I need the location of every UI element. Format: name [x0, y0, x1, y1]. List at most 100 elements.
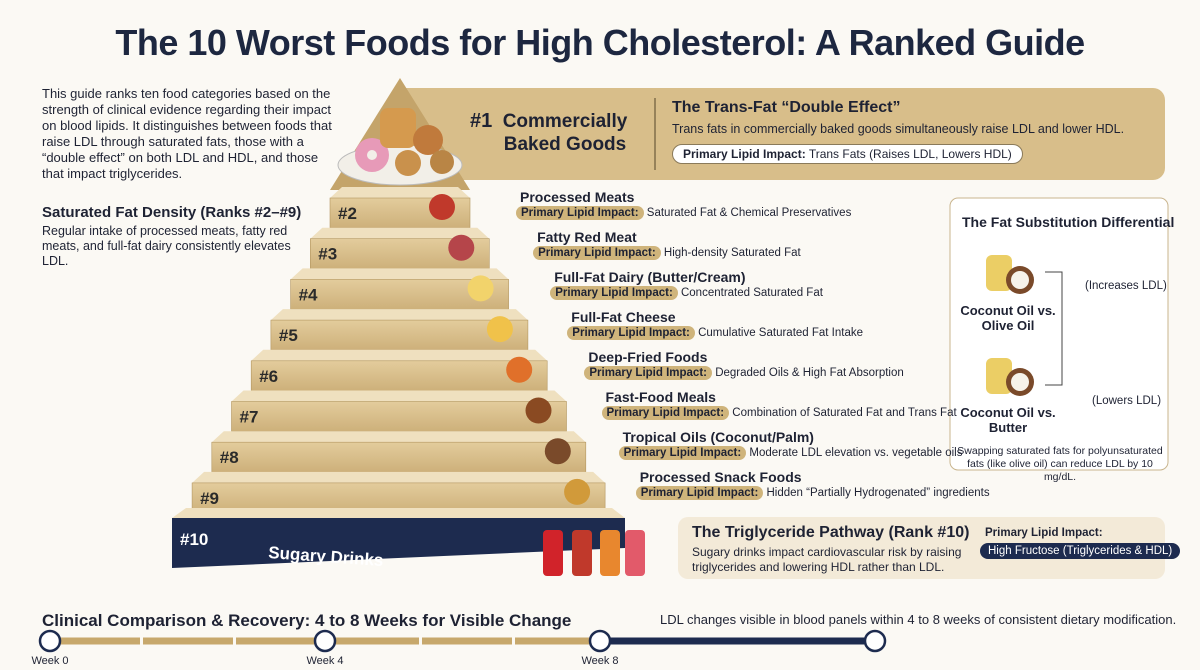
cookie-icon [395, 150, 421, 176]
impact: Saturated Fat & Chemical Preservatives [646, 207, 852, 219]
impact-label: Primary Lipid Impact: [550, 286, 678, 300]
food-name: Processed Snack Foods [639, 469, 802, 485]
impact: High Fructose (Triglycerides & HDL) [980, 543, 1181, 559]
bread-icon [380, 108, 416, 148]
drink-icon [543, 530, 563, 576]
heading: The Triglyceride Pathway (Rank #10) [692, 524, 970, 541]
muffin-icon [413, 125, 443, 155]
impact: Combination of Saturated Fat and Trans F… [732, 407, 957, 419]
clock-icon [38, 629, 62, 653]
tier-top [270, 309, 528, 321]
pair-label: Coconut Oil vs. Butter [960, 405, 1056, 435]
base-front [172, 518, 625, 568]
rank: #1 [470, 110, 493, 132]
impact-pill: Primary Lipid Impact: Degraded Oils & Hi… [584, 366, 904, 380]
rank: #5 [279, 326, 298, 345]
panel-title: The Fat Substitution Differential [962, 214, 1175, 230]
food-icon [544, 438, 571, 465]
food-name: Deep-Fried Foods [588, 349, 708, 365]
rank: #3 [318, 245, 337, 264]
section-title: Saturated Fat Density (Ranks #2–#9) [42, 204, 302, 221]
impact: High-density Saturated Fat [663, 247, 801, 259]
impact: Moderate LDL elevation vs. vegetable oil… [749, 447, 963, 459]
impact: Hidden “Partially Hydrogenated” ingredie… [766, 487, 990, 499]
impact-pill: Primary Lipid Impact: Trans Fats (Raises… [672, 144, 1023, 164]
base-top [172, 508, 625, 518]
impact-label: Primary Lipid Impact: [516, 206, 644, 220]
rank: #6 [259, 367, 278, 386]
impact: Degraded Oils & High Fat Absorption [715, 367, 904, 379]
clock-icon [313, 629, 337, 653]
tier-front [231, 401, 567, 432]
panel-note: Swapping saturated fats for polyunsatura… [957, 445, 1163, 483]
drink-icon [625, 530, 645, 576]
food-icon [525, 397, 552, 424]
description: Sugary drinks impact cardiovascular risk… [692, 545, 962, 574]
food-name: Fatty Red Meat [537, 229, 637, 245]
timeline-title: Clinical Comparison & Recovery: 4 to 8 W… [42, 611, 572, 630]
tier-top [330, 187, 470, 198]
impact-pill: Primary Lipid Impact: Cumulative Saturat… [567, 326, 864, 340]
impact-label: Primary Lipid Impact: [533, 246, 661, 260]
food-name: Commercially Baked Goods [502, 111, 628, 155]
tier-front [211, 441, 587, 473]
rank: #9 [200, 489, 219, 508]
pair-effect: (Increases LDL) [1085, 280, 1167, 292]
drink-icon [600, 530, 620, 576]
heading: The Trans-Fat “Double Effect” [672, 99, 901, 116]
timeline-note: LDL changes visible in blood panels with… [660, 612, 1177, 627]
food-name: Fast-Food Meals [605, 389, 716, 405]
impact-pill: Primary Lipid Impact: Moderate LDL eleva… [618, 446, 963, 460]
food-name: Full-Fat Cheese [571, 309, 676, 325]
food-icon [506, 356, 533, 383]
pair-label: Coconut Oil vs. Olive Oil [960, 303, 1056, 333]
food-icon [467, 275, 494, 302]
impact: Trans Fats (Raises LDL, Lowers HDL) [808, 147, 1012, 161]
tier-front [250, 360, 548, 392]
oil-bottle [986, 255, 1012, 291]
triglyceride-box [678, 517, 1165, 579]
bracket [1045, 271, 1063, 386]
intro: This guide ranks ten food categories bas… [42, 86, 332, 181]
impact-pill: Primary Lipid Impact: Hidden “Partially … [635, 486, 990, 500]
impact: Cumulative Saturated Fat Intake [698, 327, 864, 339]
week-label: Week 0 [31, 655, 69, 667]
tier-top [211, 431, 586, 443]
tier-top [290, 268, 509, 280]
title: The 10 Worst Foods for High Cholesterol:… [115, 22, 1085, 63]
tier-top [310, 227, 490, 239]
timeline [38, 629, 887, 653]
clock-icon [588, 629, 612, 653]
food-icon [564, 478, 591, 505]
donut-hole [367, 150, 377, 160]
impact-label: Primary Lipid Impact: [635, 486, 764, 500]
rank: #4 [299, 285, 318, 304]
tier-top [192, 471, 606, 483]
coconut-flesh [1011, 373, 1029, 391]
rank: #7 [240, 408, 259, 427]
oil-bottle [986, 358, 1012, 394]
pair-effect: (Lowers LDL) [1092, 395, 1162, 407]
week-label: Week 4 [306, 655, 344, 667]
impact-label: Primary Lipid Impact: [985, 527, 1103, 539]
rank: #10 [180, 530, 208, 549]
tier-top [251, 349, 548, 361]
food-icon [429, 194, 455, 220]
clock-icon [863, 629, 887, 653]
impact-label: Primary Lipid Impact: [567, 326, 695, 340]
impact-label: Primary Lipid Impact: [683, 147, 806, 161]
food-name: Processed Meats [520, 189, 635, 205]
coconut-flesh [1011, 271, 1029, 289]
impact-pill: Primary Lipid Impact: Concentrated Satur… [550, 286, 823, 300]
food-name: Tropical Oils (Coconut/Palm) [622, 429, 814, 445]
section-text: Regular intake of processed meats, fatty… [42, 224, 291, 268]
food-name: Full-Fat Dairy (Butter/Cream) [554, 269, 746, 285]
impact-pill: Primary Lipid Impact: Combination of Sat… [601, 406, 957, 420]
impact: Concentrated Saturated Fat [680, 287, 823, 299]
tier-top [231, 390, 567, 402]
impact-pill: Primary Lipid Impact: High-density Satur… [533, 246, 801, 260]
